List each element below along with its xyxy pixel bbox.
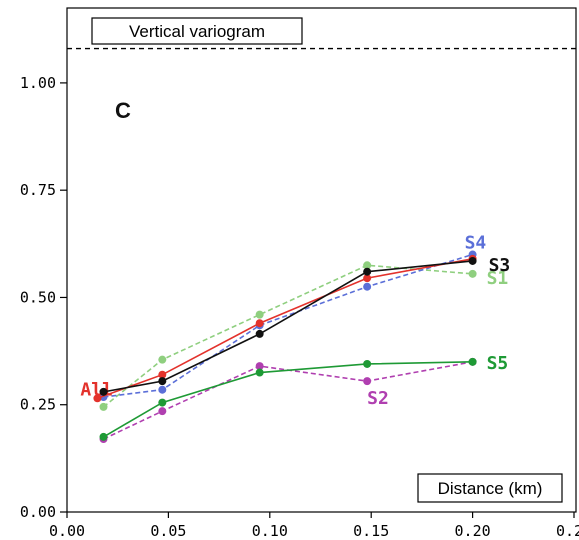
series-label: S1 — [487, 268, 509, 289]
chart-title: Vertical variogram — [129, 22, 265, 41]
data-point — [158, 407, 167, 416]
title-box: Vertical variogram — [91, 17, 303, 45]
data-point — [468, 269, 477, 278]
series-label: All — [80, 379, 113, 400]
panel-label: C — [115, 98, 131, 123]
series-label: S5 — [487, 353, 509, 374]
data-point — [363, 261, 372, 270]
x-axis-label: Distance (km) — [438, 479, 543, 498]
series-s3: S3 — [99, 255, 511, 396]
y-tick-label: 0.25 — [20, 396, 56, 414]
data-point — [158, 370, 167, 379]
data-point — [255, 319, 264, 328]
series-line — [103, 264, 473, 408]
data-point — [99, 432, 108, 441]
y-tick-label: 0.75 — [20, 181, 56, 199]
series-all: All — [80, 254, 477, 403]
data-point — [363, 267, 372, 276]
y-tick-label: 0.50 — [20, 288, 56, 306]
x-tick-label: 0.10 — [252, 522, 288, 540]
x-tick-label: 0.15 — [353, 522, 389, 540]
x-tick-label: 0.00 — [49, 522, 85, 540]
data-point — [158, 398, 167, 407]
data-point — [255, 329, 264, 338]
series-label: S3 — [489, 255, 511, 276]
y-tick-label: 0.00 — [20, 503, 56, 521]
x-tick-label: 0.05 — [150, 522, 186, 540]
series-s5: S5 — [99, 353, 509, 441]
x-tick-label: 0.25 — [556, 522, 579, 540]
data-point — [468, 256, 477, 265]
plot-frame — [66, 7, 577, 513]
series-label: S2 — [367, 388, 389, 409]
series-line — [97, 258, 473, 400]
x-tick-label: 0.20 — [455, 522, 491, 540]
data-point — [255, 362, 264, 371]
series-label: S4 — [465, 233, 487, 254]
data-point — [468, 357, 477, 366]
data-point — [363, 282, 372, 291]
data-point — [99, 402, 108, 411]
data-point — [363, 274, 372, 283]
y-axis: 0.00 0.25 0.50 0.75 1.00 — [20, 74, 67, 521]
data-point — [363, 359, 372, 368]
series-s2: S2 — [99, 357, 477, 444]
data-point — [158, 355, 167, 364]
y-tick-label: 1.00 — [20, 74, 56, 92]
data-point — [363, 377, 372, 386]
data-point — [158, 385, 167, 394]
data-point — [255, 368, 264, 377]
data-point — [158, 377, 167, 386]
x-axis: 0.00 0.05 0.10 0.15 0.20 0.25 — [49, 512, 579, 540]
data-point — [255, 310, 264, 319]
data-point — [93, 394, 102, 403]
data-point — [99, 387, 108, 396]
xlabel-box: Distance (km) — [417, 473, 563, 503]
series-layer: S1 S2 S4 S5 All S3 — [80, 233, 510, 444]
